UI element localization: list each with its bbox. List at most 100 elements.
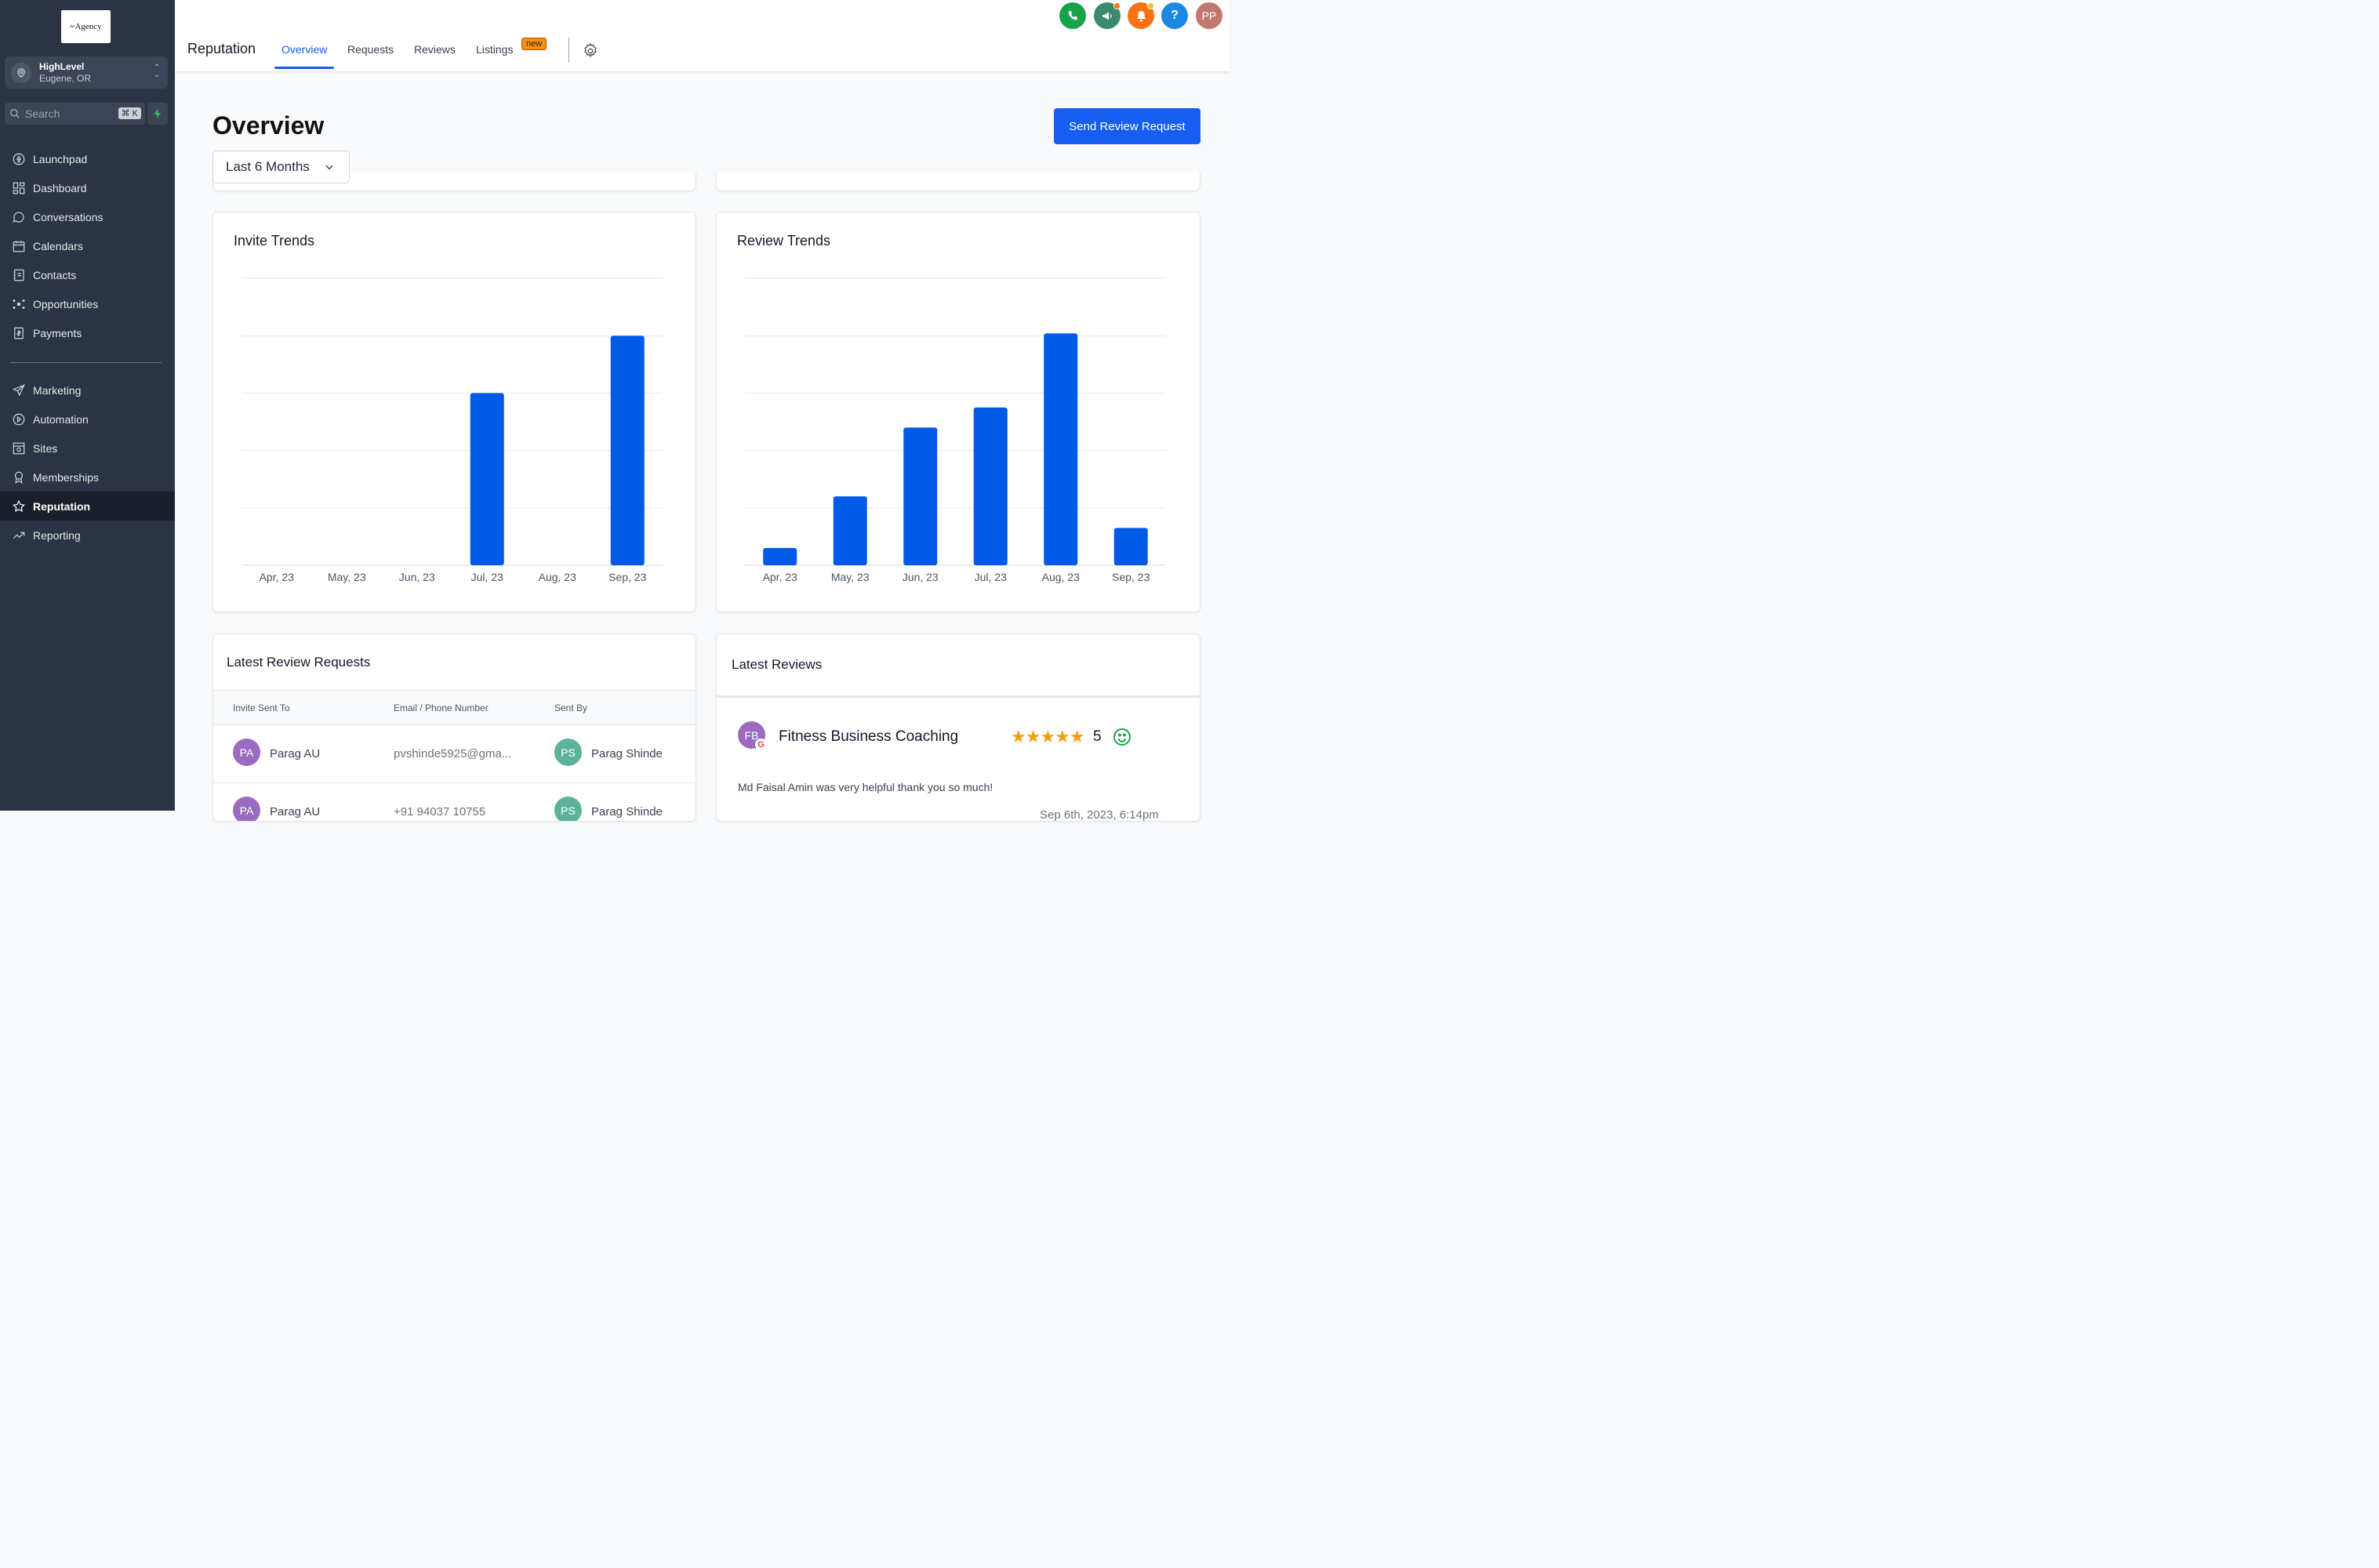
review-trends-tick-label: May, 23	[831, 571, 870, 583]
sidebar-item-contacts[interactable]: Contacts	[0, 260, 175, 289]
badge-icon	[11, 470, 26, 485]
tab-requests[interactable]: Requests	[347, 43, 394, 56]
review-trends-bar[interactable]	[1113, 528, 1148, 565]
latest-reviews-title: Latest Reviews	[732, 657, 823, 672]
review-trends-bar[interactable]	[763, 548, 797, 565]
tab-overview[interactable]: Overview	[281, 43, 328, 56]
chevron-updown-icon: ⌃ ⌄	[153, 64, 160, 79]
sidebar-item-reputation[interactable]: Reputation	[0, 492, 175, 521]
review-trends-bar[interactable]	[833, 496, 867, 565]
period-select[interactable]: Last 6 Months	[212, 151, 350, 183]
invite-trends-tick-label: Aug, 23	[539, 571, 576, 583]
review-trends-bar[interactable]	[1044, 333, 1078, 565]
sidebar-item-label: Sites	[33, 441, 58, 455]
sidebar-item-label: Payments	[33, 326, 82, 339]
quick-actions-button[interactable]	[147, 103, 168, 125]
rating-stars: ★★★★★	[1011, 727, 1085, 746]
invite-trends-tick-label: Jul, 23	[471, 571, 503, 583]
calendar-icon	[11, 238, 26, 253]
sites-icon	[11, 441, 26, 456]
agency-logo[interactable]: the Agency	[61, 10, 111, 43]
summary-card-right	[716, 172, 1200, 191]
notification-dot	[1147, 2, 1154, 9]
sidebar-item-label: Launchpad	[33, 152, 88, 165]
search-shortcut: ⌘ K	[118, 107, 141, 119]
notifications-button[interactable]	[1128, 2, 1154, 29]
review-trends-tick-label: Aug, 23	[1042, 571, 1080, 583]
overview-heading: Overview	[212, 111, 325, 140]
chat-icon	[11, 209, 26, 224]
avatar-initials: PP	[1201, 9, 1217, 22]
location-switcher[interactable]: HighLevel Eugene, OR ⌃ ⌄	[5, 56, 168, 89]
search-placeholder: Search	[25, 107, 60, 120]
user-avatar[interactable]: PP	[1196, 2, 1222, 29]
invite-trends-title: Invite Trends	[234, 233, 315, 249]
help-button[interactable]: ?	[1161, 2, 1188, 29]
logo-text: Agency	[74, 22, 102, 31]
tab-listings[interactable]: Listings	[476, 43, 514, 56]
review-trends-tick-label: Jun, 23	[903, 571, 939, 583]
automation-icon	[11, 412, 26, 426]
col-invite-sent-to: Invite Sent To	[233, 702, 290, 713]
chevron-down-icon	[325, 165, 333, 170]
latest-requests-title: Latest Review Requests	[227, 655, 371, 670]
sidebar-item-reporting[interactable]: Reporting	[0, 521, 175, 550]
review-trends-bar[interactable]	[903, 427, 938, 565]
location-name: HighLevel	[39, 60, 85, 72]
review-trends-tick-label: Sep, 23	[1112, 571, 1150, 583]
avatar: PS	[554, 797, 582, 821]
sidebar-item-conversations[interactable]: Conversations	[0, 202, 175, 231]
sidebar-item-memberships[interactable]: Memberships	[0, 463, 175, 492]
sidebar-item-payments[interactable]: Payments	[0, 318, 175, 347]
sidebar-item-label: Automation	[33, 412, 89, 426]
tab-separator	[568, 38, 569, 63]
reviewer-name: Fitness Business Coaching	[779, 728, 959, 745]
review-trends-card: Review Trends Apr, 23 May, 23 Jun, 23 Jul, …	[716, 212, 1200, 612]
rating-value: 5	[1093, 728, 1102, 745]
table-row[interactable]: PA Parag AU pvshinde5925@gma... PS Parag…	[213, 725, 696, 783]
search-input[interactable]: Search ⌘ K	[5, 103, 145, 125]
phone-button[interactable]	[1059, 2, 1086, 29]
megaphone-icon	[1102, 12, 1112, 20]
invite-trends-tick-label: Jun, 23	[399, 571, 435, 583]
star-icon	[11, 499, 26, 514]
sidebar-item-marketing[interactable]: Marketing	[0, 376, 175, 405]
sidebar-item-automation[interactable]: Automation	[0, 405, 175, 434]
opportunities-icon	[11, 296, 26, 311]
invite-trends-bar[interactable]	[470, 393, 504, 565]
review-trends-bar[interactable]	[973, 407, 1008, 565]
table-row[interactable]: PA Parag AU +91 94037 10755 PS Parag Shi…	[213, 783, 696, 821]
latest-reviews-card: Latest Reviews FB G Fitness Business Coa…	[716, 633, 1200, 822]
sidebar-item-label: Conversations	[33, 210, 104, 223]
latest-requests-card: Latest Review Requests Invite Sent To Em…	[212, 633, 696, 822]
review-item[interactable]: FB G Fitness Business Coaching ★★★★★ 5 M…	[717, 699, 1200, 821]
avatar: PS	[554, 739, 582, 766]
question-icon: ?	[1171, 9, 1179, 22]
announcements-button[interactable]	[1094, 2, 1120, 29]
send-icon	[11, 383, 26, 397]
col-email-phone: Email / Phone Number	[394, 702, 489, 713]
avatar: PA	[233, 797, 260, 821]
invite-trends-tick-label: Sep, 23	[608, 571, 646, 583]
bell-icon	[1136, 10, 1146, 22]
top-bar: Reputation Overview Requests Reviews Lis…	[175, 0, 1229, 72]
logo-sup: the	[70, 24, 75, 29]
tab-reviews[interactable]: Reviews	[414, 43, 456, 56]
contacts-icon	[11, 267, 26, 282]
invite-contact: pvshinde5925@gma...	[394, 747, 512, 760]
sidebar-item-launchpad[interactable]: Launchpad	[0, 144, 175, 173]
invite-contact: +91 94037 10755	[394, 805, 486, 818]
sidebar-item-dashboard[interactable]: Dashboard	[0, 173, 175, 202]
send-review-request-button[interactable]: Send Review Request	[1054, 108, 1200, 144]
sidebar-divider	[10, 362, 162, 363]
sidebar-item-calendars[interactable]: Calendars	[0, 231, 175, 260]
search-icon	[10, 109, 20, 118]
sidebar-item-sites[interactable]: Sites	[0, 434, 175, 463]
location-pin-icon	[11, 62, 31, 83]
sidebar-item-opportunities[interactable]: Opportunities	[0, 289, 175, 318]
gear-icon[interactable]	[582, 42, 599, 60]
dashboard-icon	[11, 180, 26, 195]
reviews-divider	[717, 695, 1200, 698]
invite-trends-bar[interactable]	[610, 336, 645, 565]
review-trends-title: Review Trends	[737, 233, 831, 249]
